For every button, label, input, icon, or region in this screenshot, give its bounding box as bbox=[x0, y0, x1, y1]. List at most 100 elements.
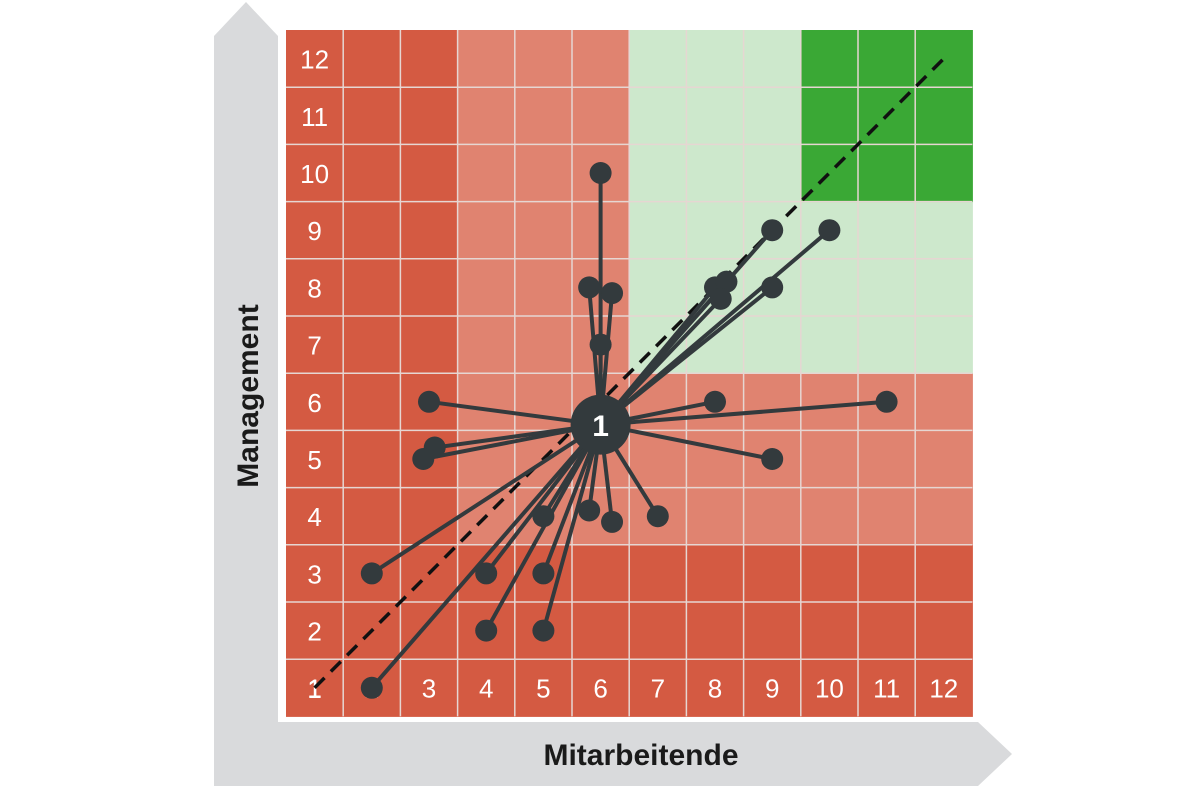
zone-cell bbox=[629, 659, 687, 717]
connector-line bbox=[599, 228, 774, 427]
x-tick-label: 4 bbox=[479, 673, 493, 703]
zone-cell bbox=[686, 430, 745, 489]
zone-cell bbox=[343, 144, 401, 203]
zone-cell bbox=[343, 258, 401, 317]
zone-cell bbox=[629, 87, 687, 145]
zone-cell bbox=[858, 602, 916, 660]
zone-cell bbox=[457, 316, 516, 374]
data-point bbox=[761, 219, 784, 242]
data-point bbox=[360, 562, 383, 585]
zone-cell bbox=[743, 316, 802, 374]
zone-cell bbox=[457, 373, 516, 431]
data-point bbox=[475, 562, 498, 585]
data-point bbox=[646, 505, 669, 528]
zone-cell bbox=[514, 258, 573, 317]
zone-cell bbox=[286, 602, 344, 660]
zone-cell bbox=[343, 87, 401, 145]
zone-cell bbox=[514, 144, 573, 203]
zone-cell bbox=[514, 373, 573, 431]
zone-cell bbox=[457, 659, 516, 717]
data-point bbox=[578, 499, 601, 522]
y-tick-label: 9 bbox=[307, 216, 321, 246]
zone-cell bbox=[743, 544, 802, 603]
data-point bbox=[818, 219, 841, 242]
zone-cell bbox=[915, 544, 973, 603]
zone-cell bbox=[286, 487, 344, 546]
y-tick-label: 12 bbox=[300, 45, 329, 75]
x-tick-label: 9 bbox=[765, 673, 779, 703]
zone-cell bbox=[858, 430, 916, 489]
zone-cell bbox=[400, 144, 459, 203]
data-points bbox=[360, 162, 898, 699]
zone-cell bbox=[629, 544, 687, 603]
data-point bbox=[709, 287, 732, 310]
zone-cell bbox=[800, 87, 859, 145]
zone-cell bbox=[629, 258, 687, 317]
zone-cell bbox=[343, 430, 401, 489]
zone-cell bbox=[915, 602, 973, 660]
zone-cell bbox=[858, 487, 916, 546]
x-tick-label: 6 bbox=[593, 673, 607, 703]
zone-cell bbox=[629, 602, 687, 660]
zone-cell bbox=[800, 258, 859, 317]
hub-label: 1 bbox=[592, 410, 609, 443]
data-point bbox=[601, 510, 624, 533]
zone-cell bbox=[915, 373, 973, 431]
zone-cell bbox=[858, 30, 916, 88]
zone-cell bbox=[686, 87, 745, 145]
zone-cell bbox=[343, 30, 401, 88]
zone-cell bbox=[800, 316, 859, 374]
zone-cell bbox=[858, 659, 916, 717]
zone-cell bbox=[286, 373, 344, 431]
x-axis-band bbox=[214, 722, 1012, 786]
zone-cell bbox=[915, 430, 973, 489]
zone-cell bbox=[457, 258, 516, 317]
zone-cell bbox=[743, 87, 802, 145]
data-point bbox=[412, 448, 435, 470]
zone-cell bbox=[286, 87, 344, 145]
zone-cell bbox=[457, 30, 516, 88]
zone-cell bbox=[514, 659, 573, 717]
zone-cell bbox=[572, 544, 630, 603]
zone-cell bbox=[800, 487, 859, 546]
zone-cell bbox=[629, 30, 687, 88]
zone-cell bbox=[457, 87, 516, 145]
zone-cell bbox=[800, 430, 859, 489]
zone-cell bbox=[858, 316, 916, 374]
zone-cell bbox=[343, 316, 401, 374]
zone-cell bbox=[629, 201, 687, 260]
x-tick-label: 1 bbox=[307, 673, 321, 703]
zone-cell bbox=[915, 201, 973, 260]
zone-cell bbox=[686, 659, 745, 717]
x-tick-label: 7 bbox=[651, 673, 665, 703]
zone-cell bbox=[400, 258, 459, 317]
data-point bbox=[589, 333, 612, 356]
zone-cell bbox=[800, 602, 859, 660]
diagonal-reference-line bbox=[313, 57, 946, 690]
y-tick-label: 3 bbox=[307, 559, 321, 589]
zone-cell bbox=[858, 144, 916, 203]
x-tick-label: 10 bbox=[815, 673, 844, 703]
y-tick-label: 4 bbox=[307, 502, 321, 532]
y-tick-label: 10 bbox=[300, 159, 329, 189]
zone-cell bbox=[858, 258, 916, 317]
x-tick-label: 8 bbox=[708, 673, 722, 703]
zone-cell bbox=[343, 487, 401, 546]
zone-cell bbox=[800, 30, 859, 88]
zone-cell bbox=[743, 659, 802, 717]
zone-cell bbox=[629, 144, 687, 203]
zone-cell bbox=[400, 659, 459, 717]
zone-cell bbox=[286, 144, 344, 203]
zone-cell bbox=[800, 659, 859, 717]
data-point bbox=[601, 282, 624, 305]
x-tick-label: 11 bbox=[873, 673, 900, 703]
data-point bbox=[532, 562, 555, 585]
data-point bbox=[532, 619, 555, 642]
zone-cell bbox=[858, 544, 916, 603]
zone-cell bbox=[400, 316, 459, 374]
hub-point bbox=[570, 394, 631, 455]
zone-cell bbox=[286, 544, 344, 603]
y-tick-label: 7 bbox=[307, 331, 321, 361]
zone-cell bbox=[457, 144, 516, 203]
